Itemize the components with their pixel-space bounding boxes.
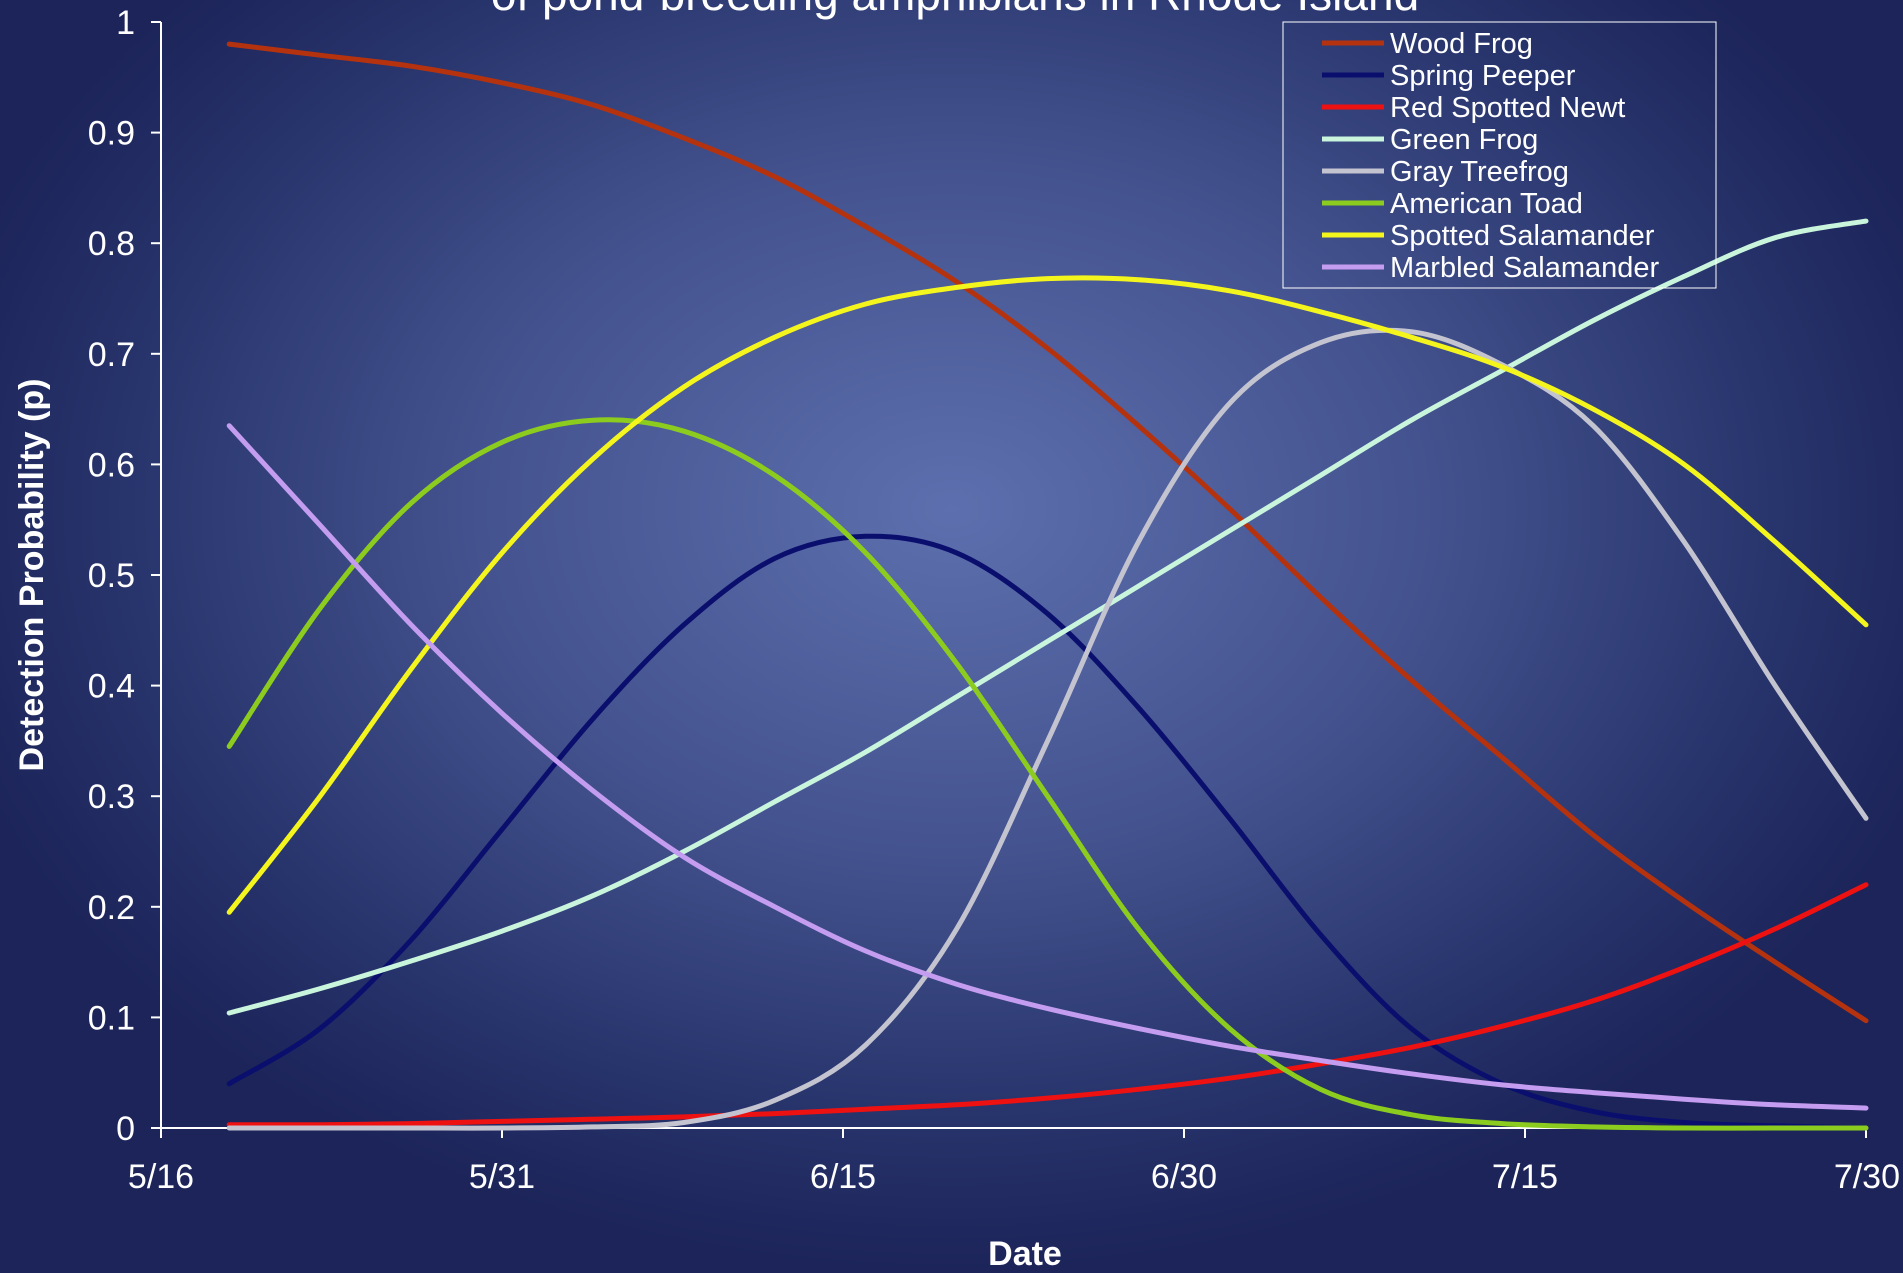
y-axis-label: Detection Probability (p) <box>13 379 51 772</box>
x-tick-label: 5/16 <box>128 1158 194 1196</box>
legend-label-spotted-salamander: Spotted Salamander <box>1390 220 1655 252</box>
y-tick-label: 0.3 <box>88 778 135 816</box>
y-tick-label: 1 <box>116 4 135 42</box>
y-tick-label: 0.8 <box>88 225 135 263</box>
series-line-spring-peeper <box>226 533 1869 1131</box>
series-line-marbled-salamander <box>226 423 1869 1111</box>
legend-label-marbled-salamander: Marbled Salamander <box>1390 252 1660 284</box>
plot-area: 0 0.1 0.2 0.3 0.4 0.5 0.6 0.7 0.8 0.9 1 5/16 5/31 6/… <box>88 4 1900 1196</box>
y-tick-label: 0.5 <box>88 557 135 595</box>
x-tick-label: 7/15 <box>1492 1158 1558 1196</box>
y-tick-label: 0.6 <box>88 446 135 484</box>
legend-label-red-spotted-newt: Red Spotted Newt <box>1390 92 1625 124</box>
legend-box <box>1282 21 1717 289</box>
series-line-red-spotted-newt <box>226 882 1869 1128</box>
series-line-wood-frog <box>226 41 1869 1024</box>
series-lines <box>226 41 1869 1131</box>
y-axis-ticks: 0 0.1 0.2 0.3 0.4 0.5 0.6 0.7 0.8 0.9 1 <box>88 4 161 1148</box>
x-tick-label: 7/30 <box>1834 1158 1900 1196</box>
y-tick-label: 0 <box>116 1110 135 1148</box>
x-tick-label: 5/31 <box>469 1158 535 1196</box>
legend-label-gray-treefrog: Gray Treefrog <box>1390 156 1569 188</box>
series-line-spotted-salamander <box>226 275 1869 915</box>
series-line-green-frog <box>226 218 1869 1016</box>
series-line-gray-treefrog <box>226 327 1869 1131</box>
x-tick-label: 6/30 <box>1151 1158 1217 1196</box>
y-tick-label: 0.1 <box>88 999 135 1037</box>
y-tick-label: 0.2 <box>88 889 135 927</box>
legend-label-green-frog: Green Frog <box>1390 124 1538 156</box>
legend-label-wood-frog: Wood Frog <box>1390 28 1533 60</box>
legend-label-american-toad: American Toad <box>1390 188 1583 220</box>
y-tick-label: 0.7 <box>88 336 135 374</box>
y-tick-label: 0.9 <box>88 115 135 153</box>
x-axis-label: Date <box>988 1235 1062 1273</box>
chart-title: of pond-breeding amphibians in Rhode Isl… <box>491 0 1419 20</box>
y-tick-label: 0.4 <box>88 668 135 706</box>
x-tick-label: 6/15 <box>810 1158 876 1196</box>
x-axis-ticks: 5/16 5/31 6/15 6/30 7/15 7/30 <box>128 1128 1900 1196</box>
legend-label-spring-peeper: Spring Peeper <box>1390 60 1576 92</box>
series-line-american-toad <box>226 417 1869 1131</box>
